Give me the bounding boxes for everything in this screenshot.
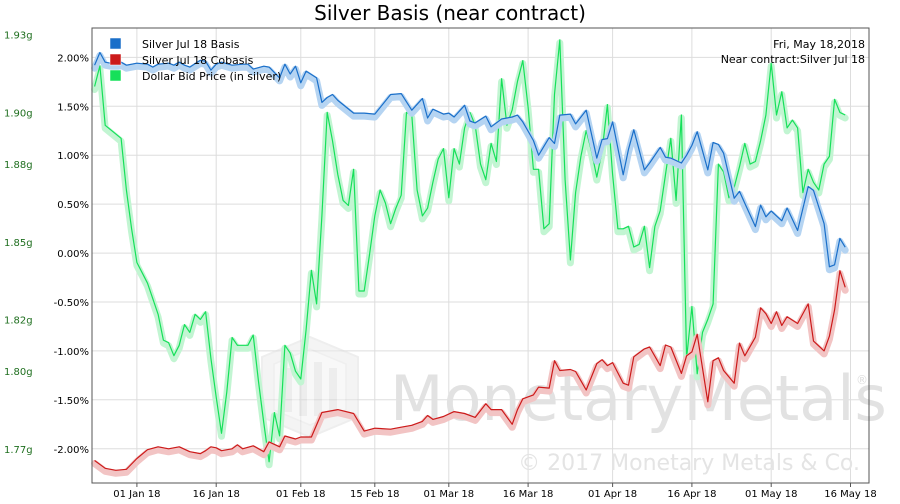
legend-label: Silver Jul 18 Basis xyxy=(142,38,240,51)
left-axis-tick-label: 1.82g xyxy=(4,315,33,326)
percent-axis-tick-label: 1.00% xyxy=(57,151,89,162)
percent-axis-tick-label: -1.50% xyxy=(54,396,89,407)
watermark-copyright: © 2017 Monetary Metals & Co. xyxy=(518,451,860,476)
annotation-date: Fri, May 18,2018 xyxy=(773,38,865,51)
chart-title: Silver Basis (near contract) xyxy=(314,1,586,25)
watermark-registered: ® xyxy=(856,373,868,387)
series-line-glow xyxy=(91,52,849,274)
percent-axis-tick-label: 0.00% xyxy=(57,249,89,260)
left-axis-tick-label: 1.85g xyxy=(4,238,33,249)
series-layer xyxy=(91,39,849,477)
series-2 xyxy=(91,270,849,477)
left-axis-tick-label: 1.80g xyxy=(4,367,33,378)
legend-item: Dollar Bid Price (in silver) xyxy=(109,69,281,83)
legend-swatch xyxy=(109,37,122,50)
x-axis-tick-label: 01 Feb 18 xyxy=(276,489,326,500)
left-axis-tick-label: 1.88g xyxy=(4,160,33,171)
left-axis-tick-label: 1.90g xyxy=(4,108,33,119)
plot-frame xyxy=(91,27,870,484)
watermark-text: MonetaryMetals xyxy=(390,362,887,435)
x-axis-tick-label: 16 Apr 18 xyxy=(667,489,716,500)
legend: Silver Jul 18 Basis Silver Jul 18 Cobasis… xyxy=(109,37,281,83)
right-axis: 2.00% 1.50% 1.00% 0.50% 0.00% -0.50% -1.00% -1.… xyxy=(54,53,89,455)
legend-item: Silver Jul 18 Basis xyxy=(109,37,240,51)
x-axis-tick-label: 16 May 18 xyxy=(824,489,876,500)
legend-swatch xyxy=(109,69,122,82)
series-line xyxy=(94,270,846,471)
x-axis-tick-label: 01 May 18 xyxy=(745,489,797,500)
percent-axis-tick-label: -1.00% xyxy=(54,347,89,358)
x-axis-tick-label: 16 Mar 18 xyxy=(503,489,554,500)
percent-axis-tick-label: 1.50% xyxy=(57,102,89,113)
percent-axis-tick-label: 2.00% xyxy=(57,53,89,64)
left-axis-tick-label: 1.93g xyxy=(4,31,33,42)
legend-label: Silver Jul 18 Cobasis xyxy=(142,54,254,67)
x-axis-tick-label: 15 Feb 18 xyxy=(350,489,400,500)
x-axis-tick-label: 16 Jan 18 xyxy=(193,489,240,500)
legend-label: Dollar Bid Price (in silver) xyxy=(142,70,281,83)
annotation-contract: Near contract:Silver Jul 18 xyxy=(721,53,865,66)
series-line xyxy=(94,51,846,268)
x-axis: 01 Jan 18 16 Jan 18 01 Feb 18 15 Feb 18 01 M… xyxy=(113,483,877,500)
left-axis-tick-label: 1.77g xyxy=(4,445,33,456)
x-axis-tick-label: 01 Mar 18 xyxy=(423,489,474,500)
x-axis-tick-label: 01 Apr 18 xyxy=(588,489,637,500)
percent-axis-tick-label: 0.50% xyxy=(57,200,89,211)
percent-axis-tick-label: -0.50% xyxy=(54,298,89,309)
left-axis: 1.93g 1.90g 1.88g 1.85g 1.82g 1.80g 1.77g xyxy=(4,31,33,456)
series-line-glow xyxy=(91,270,849,477)
series-1 xyxy=(91,51,849,274)
legend-item: Silver Jul 18 Cobasis xyxy=(109,53,254,67)
legend-swatch xyxy=(109,53,122,66)
percent-axis-tick-label: -2.00% xyxy=(54,445,89,456)
x-axis-tick-label: 01 Jan 18 xyxy=(113,489,160,500)
